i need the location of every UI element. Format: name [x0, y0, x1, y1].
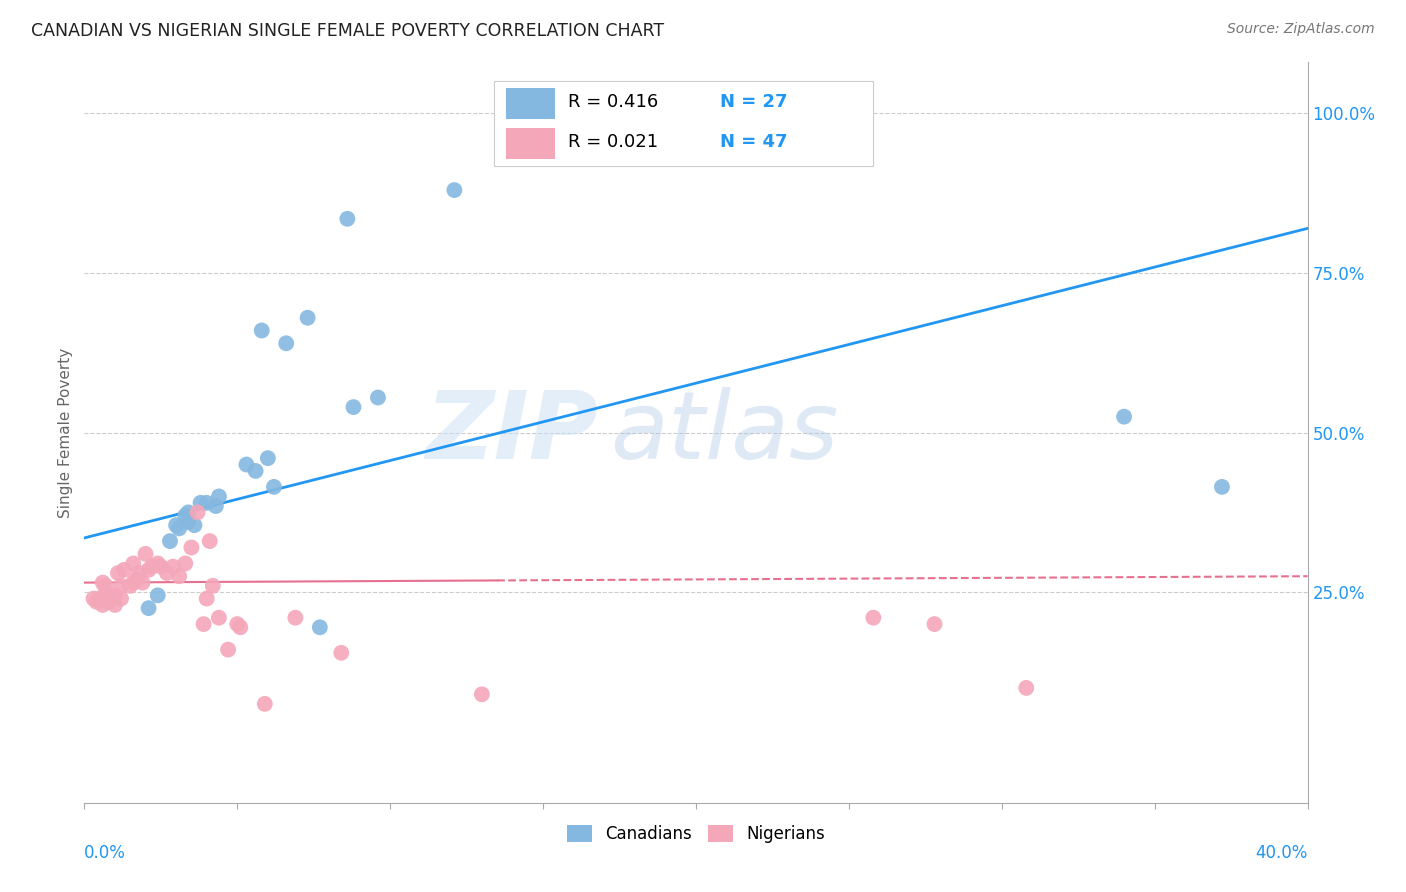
Point [276, 336, 298, 351]
Point [201, 579, 224, 593]
Point [183, 518, 205, 533]
Point [94, 579, 117, 593]
Point [1015, 681, 1038, 695]
Point [208, 611, 231, 625]
Point [198, 534, 221, 549]
Point [217, 642, 239, 657]
Text: 40.0%: 40.0% [1256, 844, 1308, 862]
Point [167, 521, 190, 535]
Point [104, 588, 127, 602]
Point [91, 575, 114, 590]
Point [128, 566, 150, 580]
FancyBboxPatch shape [494, 81, 873, 166]
Point [257, 451, 280, 466]
Point [284, 611, 307, 625]
Point [141, 559, 163, 574]
Point [1211, 480, 1233, 494]
Point [146, 588, 169, 602]
Text: Source: ZipAtlas.com: Source: ZipAtlas.com [1227, 22, 1375, 37]
Point [94, 585, 117, 599]
Point [122, 557, 145, 571]
Legend: Canadians, Nigerians: Canadians, Nigerians [560, 819, 832, 850]
Point [443, 183, 465, 197]
Point [131, 575, 153, 590]
Point [263, 480, 285, 494]
Point [235, 458, 257, 472]
Point [125, 573, 148, 587]
Point [342, 400, 364, 414]
Point [162, 559, 184, 574]
Point [245, 464, 267, 478]
Point [471, 687, 494, 701]
Point [177, 505, 200, 519]
Point [107, 566, 129, 580]
Point [297, 310, 319, 325]
Point [229, 620, 252, 634]
Point [205, 499, 228, 513]
Text: ZIP: ZIP [425, 386, 598, 479]
Point [174, 557, 197, 571]
Point [101, 591, 124, 606]
Point [862, 611, 884, 625]
Point [159, 534, 181, 549]
Text: N = 47: N = 47 [720, 133, 787, 151]
Point [226, 617, 249, 632]
Point [924, 617, 946, 632]
Point [180, 541, 202, 555]
Bar [506, 88, 555, 120]
Point [135, 547, 157, 561]
Point [174, 508, 197, 523]
Point [1114, 409, 1136, 424]
Point [86, 595, 108, 609]
Point [104, 598, 127, 612]
Point [120, 579, 142, 593]
Point [146, 557, 169, 571]
Point [195, 496, 218, 510]
Point [149, 559, 172, 574]
Point [195, 591, 218, 606]
Point [122, 575, 145, 590]
Point [330, 646, 353, 660]
Point [91, 598, 114, 612]
Point [177, 515, 200, 529]
Point [367, 391, 389, 405]
Point [193, 617, 215, 632]
Point [138, 563, 160, 577]
Point [112, 563, 135, 577]
Point [89, 591, 111, 606]
Point [167, 569, 190, 583]
Point [336, 211, 359, 226]
Bar [506, 128, 555, 159]
Point [110, 591, 132, 606]
Text: CANADIAN VS NIGERIAN SINGLE FEMALE POVERTY CORRELATION CHART: CANADIAN VS NIGERIAN SINGLE FEMALE POVER… [31, 22, 664, 40]
Text: R = 0.416: R = 0.416 [568, 93, 658, 111]
Point [208, 490, 231, 504]
Text: atlas: atlas [610, 387, 838, 478]
Point [110, 579, 132, 593]
Point [156, 566, 179, 580]
Point [250, 324, 273, 338]
Y-axis label: Single Female Poverty: Single Female Poverty [58, 348, 73, 517]
Point [186, 505, 208, 519]
Point [308, 620, 330, 634]
Point [83, 591, 105, 606]
Text: N = 27: N = 27 [720, 93, 787, 111]
Point [190, 496, 212, 510]
Point [97, 595, 120, 609]
Point [165, 518, 187, 533]
Text: R = 0.021: R = 0.021 [568, 133, 658, 151]
Point [138, 601, 160, 615]
Point [253, 697, 276, 711]
Text: 0.0%: 0.0% [84, 844, 127, 862]
